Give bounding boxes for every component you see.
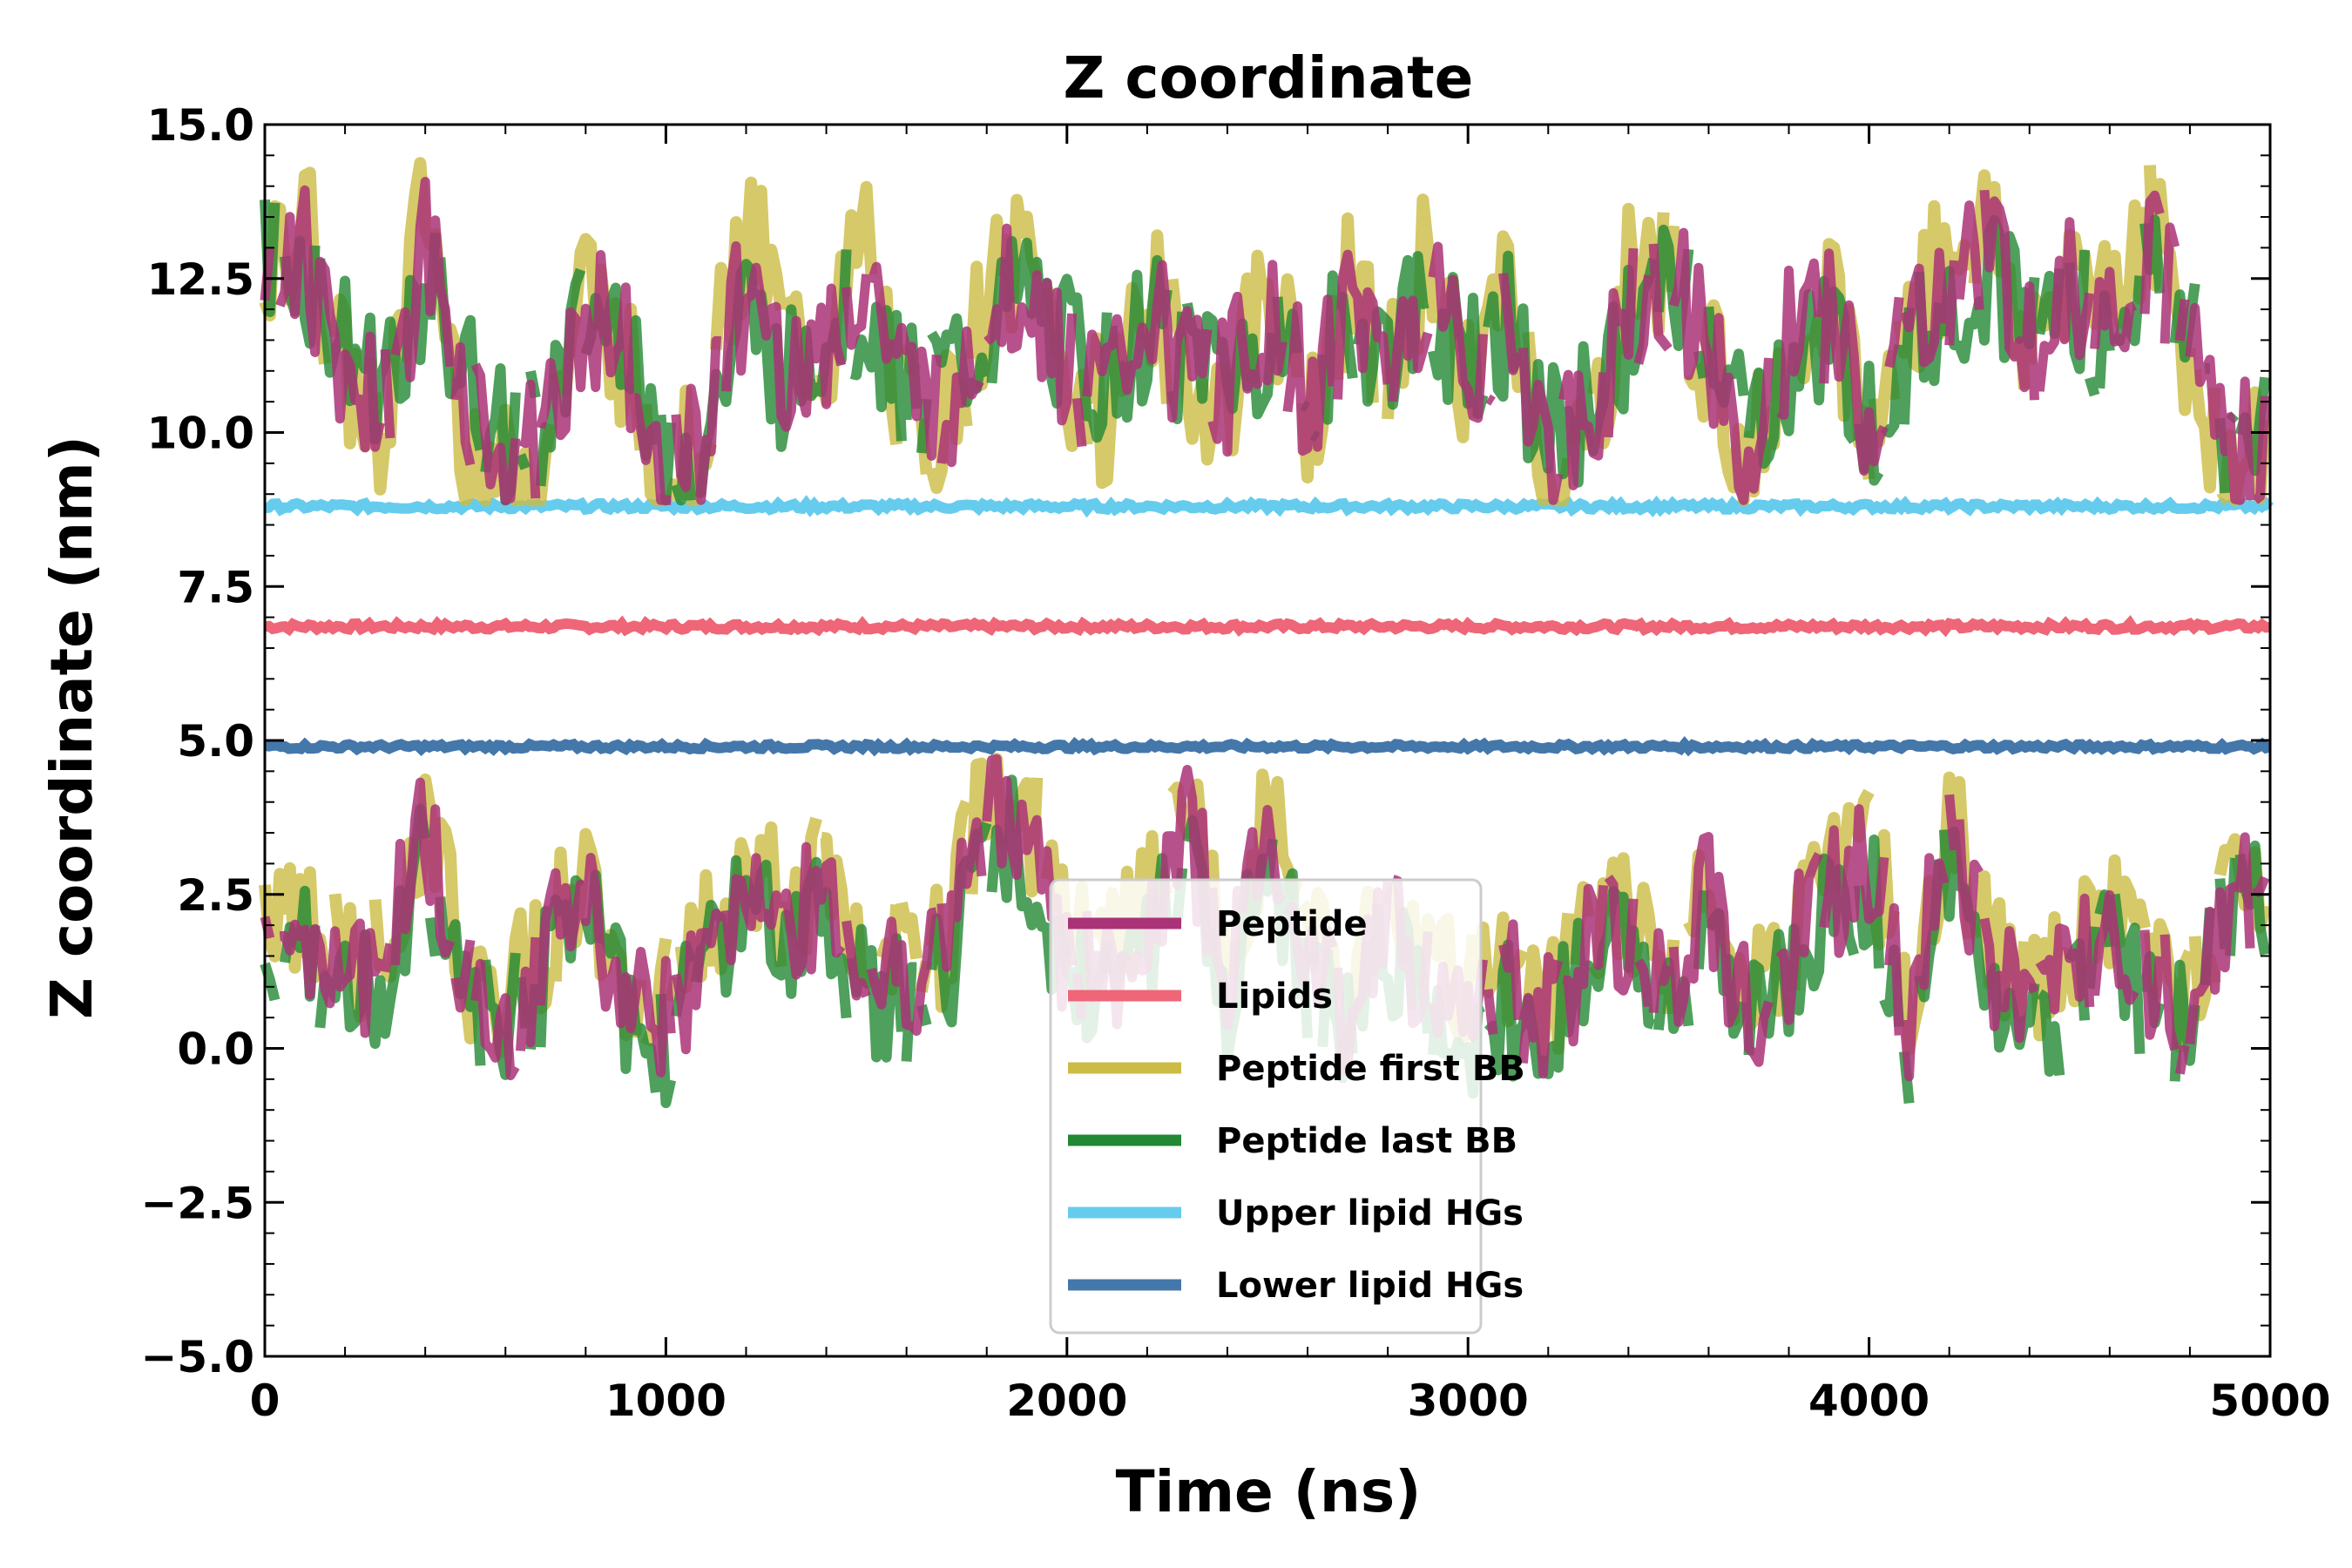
legend-label: Peptide <box>1216 904 1368 944</box>
chart-title: Z coordinate <box>1064 44 1474 112</box>
y-tick-label: 12.5 <box>147 254 254 305</box>
legend-box <box>1049 878 1483 1335</box>
y-tick-label: 10.0 <box>147 409 254 459</box>
legend-label: Peptide last BB <box>1216 1121 1517 1161</box>
axis-ticks: 0 1000 2000 3000 4000 5000 −5.0 −2.5 0.0 2.5 5.0 7.… <box>141 100 2331 1426</box>
y-tick-label: 5.0 <box>177 716 254 767</box>
series-line-lipids <box>264 615 2271 638</box>
x-tick-label: 3000 <box>1408 1375 1529 1426</box>
series-line-upper-lipid-hgs <box>264 495 2274 518</box>
legend-label: Upper lipid HGs <box>1216 1193 1524 1233</box>
y-tick-label: 2.5 <box>177 870 254 921</box>
legend-label: Lower lipid HGs <box>1216 1266 1524 1306</box>
y-axis-label: Z coordinate (nm) <box>38 436 105 1019</box>
y-tick-label: 15.0 <box>147 100 254 151</box>
y-tick-label: −5.0 <box>141 1332 254 1382</box>
x-tick-label: 2000 <box>1006 1375 1127 1426</box>
x-axis-label: Time (ns) <box>1116 1458 1422 1525</box>
x-tick-label: 1000 <box>605 1375 727 1426</box>
series-upper-peptide <box>260 177 2270 505</box>
x-tick-label: 5000 <box>2209 1375 2330 1426</box>
legend-label: Lipids <box>1216 977 1333 1017</box>
x-tick-label: 0 <box>250 1375 280 1426</box>
series-line-lower-lipid-hgs <box>263 735 2272 757</box>
legend: Peptide Lipids Peptide first BB Peptide las… <box>1049 878 1525 1335</box>
y-tick-label: 0.0 <box>177 1024 254 1075</box>
legend-label: Peptide first BB <box>1216 1049 1525 1089</box>
y-tick-label: −2.5 <box>141 1178 254 1228</box>
plot-frame <box>263 123 2272 1358</box>
x-tick-label: 4000 <box>1808 1375 1930 1426</box>
y-tick-label: 7.5 <box>177 562 254 612</box>
